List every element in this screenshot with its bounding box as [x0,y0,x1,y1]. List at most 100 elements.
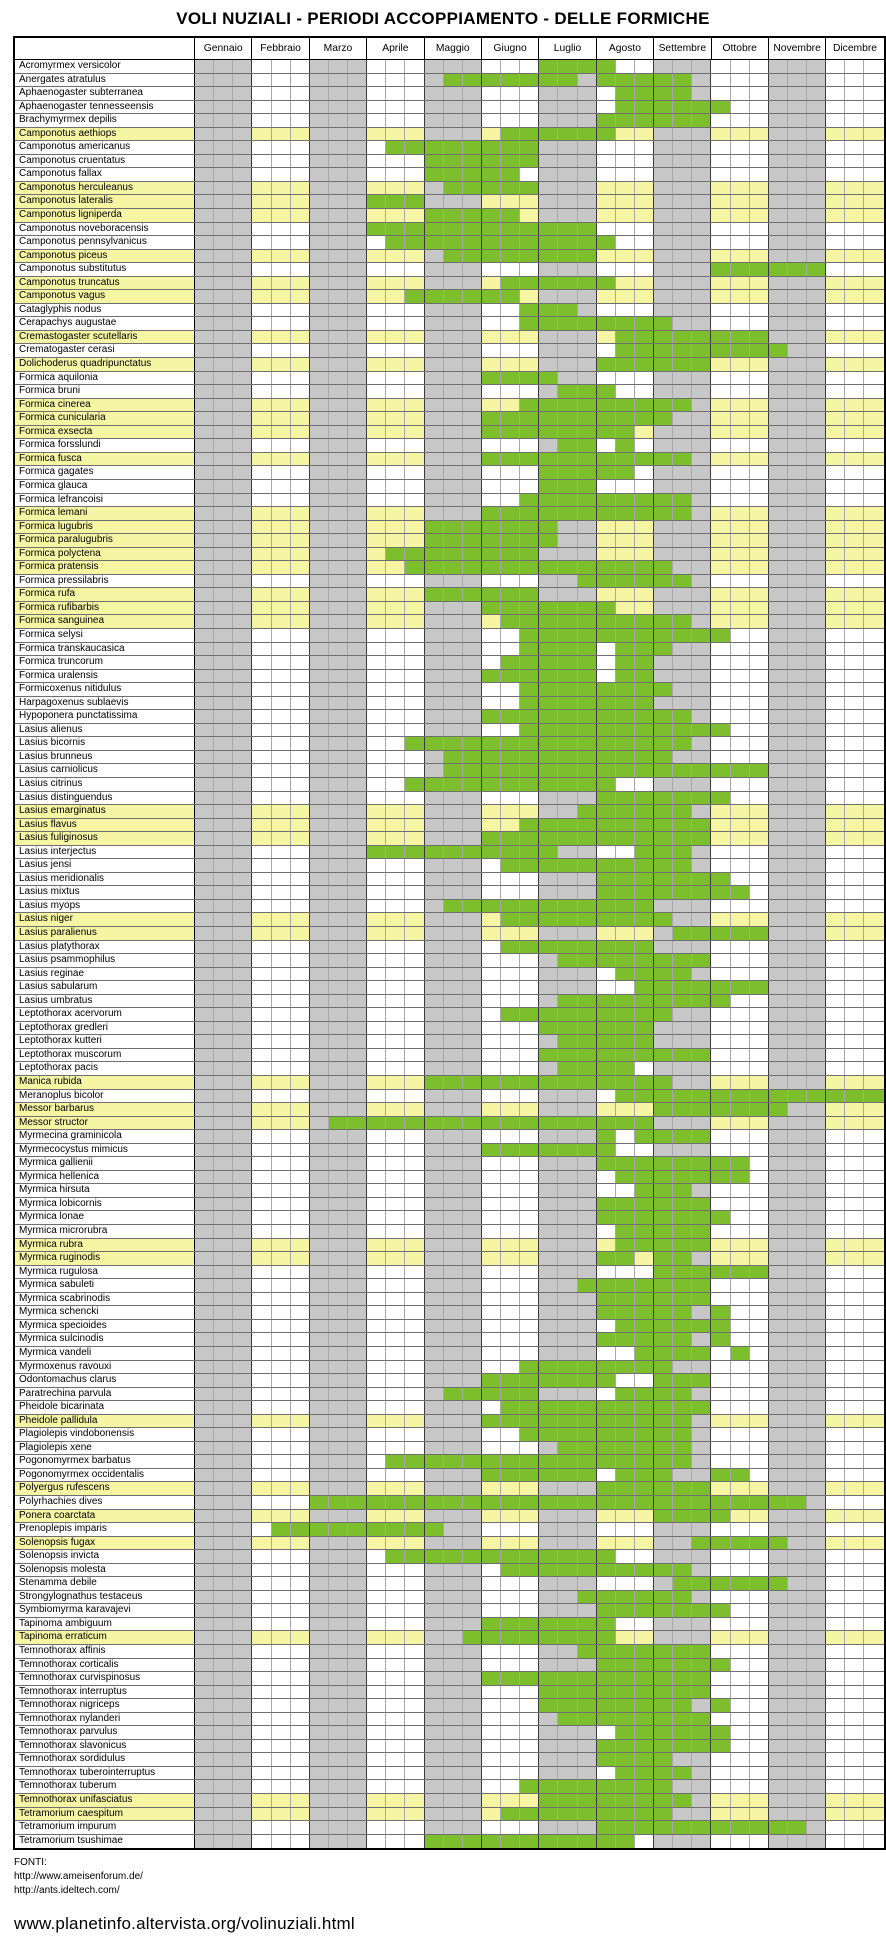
period-cell [271,899,291,913]
species-row: Symbiomyrma karavajevi [15,1604,884,1618]
period-cell [787,615,807,628]
period-cell [252,425,272,439]
period-cell [309,1766,329,1780]
period-cell [864,1536,884,1550]
period-cell [443,1550,463,1563]
period-cell [290,1170,310,1184]
species-row: Camponotus piceus [15,249,884,264]
period-cell [271,276,291,290]
period-cell [826,818,846,832]
period-cell [577,1631,597,1644]
period-cell [845,1482,865,1495]
period-cell [673,1550,693,1563]
period-cell [386,1346,406,1360]
period-cell [328,1021,348,1035]
period-cell [730,1536,750,1550]
period-cell [233,710,253,723]
period-cell [558,1130,578,1143]
period-cell [768,317,788,330]
period-cell [749,1292,769,1306]
period-cell [577,1699,597,1712]
period-cell [386,1008,406,1021]
period-cell [845,1143,865,1157]
period-cell [654,872,674,886]
period-cell [787,534,807,547]
period-cell [845,520,865,534]
period-cell [826,141,846,154]
period-cell [328,1143,348,1157]
period-cell [195,1252,215,1265]
period-cell [462,507,482,520]
period-cell [481,683,501,696]
period-cell [252,73,272,87]
period-cell [864,683,884,696]
period-cell [309,385,329,398]
period-cell [692,317,712,330]
period-cell [214,1495,234,1509]
period-cell [711,1319,731,1333]
period-cell [195,1130,215,1143]
period-cell [558,1360,578,1374]
period-cell [501,859,521,872]
period-cell [577,1495,597,1509]
period-cell [462,87,482,100]
period-cell [845,737,865,750]
month-header-maggio: Maggio [425,38,482,59]
period-cell [214,954,234,967]
period-cell [443,73,463,87]
period-cell [195,181,215,195]
period-cell [826,574,846,588]
period-cell [481,507,501,520]
period-cell [501,1238,521,1252]
period-cell [271,290,291,303]
period-cell [195,777,215,791]
period-cell [596,899,616,913]
species-row: Lasius brunneus [15,750,884,765]
period-cell [768,195,788,209]
period-cell [826,1116,846,1130]
period-cell [749,1441,769,1455]
period-cell [328,1482,348,1495]
period-cell [348,669,368,683]
period-cell [348,547,368,561]
period-cell [233,398,253,412]
period-cell [443,330,463,344]
period-cell [309,520,329,534]
period-cell [826,493,846,507]
period-cell [864,520,884,534]
period-cell [271,330,291,344]
period-cell [673,791,693,805]
species-row: Cerapachys augustae [15,317,884,331]
period-cell [807,1008,827,1021]
period-cell [615,818,635,832]
period-cell [405,425,425,439]
period-cell [309,209,329,222]
period-cell [634,209,654,222]
period-cell [787,1401,807,1414]
period-cell [443,1563,463,1577]
period-cell [787,886,807,899]
species-name: Formica cunicularia [15,412,195,425]
period-cell [749,1617,769,1631]
period-cell [405,1672,425,1685]
period-cell [596,832,616,845]
period-cell [826,723,846,737]
period-cell [807,1821,827,1834]
period-cell [768,222,788,236]
period-cell [787,1292,807,1306]
period-cell [673,818,693,832]
period-cell [501,1197,521,1211]
period-cell [673,710,693,723]
period-cell [730,1523,750,1536]
period-cell [577,1563,597,1577]
period-cell [501,276,521,290]
period-cell [195,1360,215,1374]
period-cell [348,1021,368,1035]
period-cell [768,236,788,249]
period-cell [405,1346,425,1360]
period-cell [348,777,368,791]
period-cell [348,561,368,574]
species-name: Cerapachys augustae [15,317,195,330]
period-cell [558,154,578,168]
period-cell [615,954,635,967]
